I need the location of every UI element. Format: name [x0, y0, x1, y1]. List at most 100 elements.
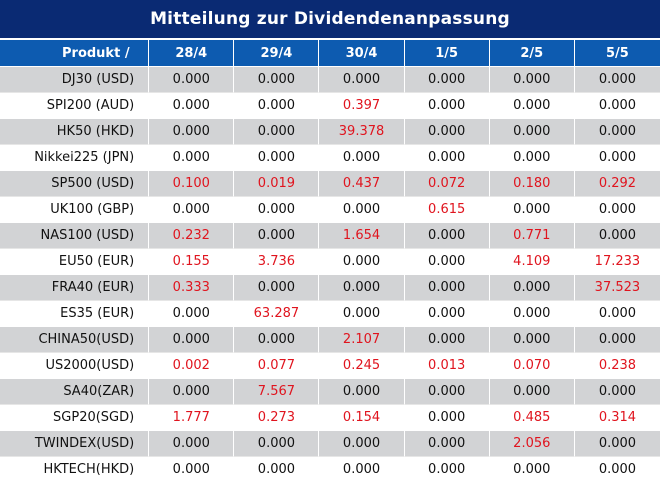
value-cell: 0.000: [404, 326, 490, 352]
value-cell: 0.000: [234, 326, 320, 352]
value-cell: 0.000: [404, 456, 490, 482]
value-cell: 0.000: [149, 66, 235, 92]
value-cell: 0.000: [149, 118, 235, 144]
value-cell: 0.013: [404, 352, 490, 378]
value-cell: 1.654: [319, 222, 405, 248]
value-cell: 0.070: [489, 352, 575, 378]
value-cell: 0.000: [149, 378, 235, 404]
value-cell: 0.000: [404, 118, 490, 144]
value-cell: 0.000: [149, 92, 235, 118]
value-cell: 0.000: [489, 378, 575, 404]
table-row: SA40(ZAR) 0.000 7.567 0.000 0.000 0.000 0.000: [0, 378, 660, 404]
header-row: Produkt / 28/4 29/4 30/4 1/5 2/5 5/5: [0, 40, 660, 66]
table-row: FRA40 (EUR) 0.333 0.000 0.000 0.000 0.000 37.5…: [0, 274, 660, 300]
value-cell: 0.000: [574, 92, 660, 118]
value-cell: 0.437: [319, 170, 405, 196]
product-cell: US2000(USD): [0, 352, 150, 378]
value-cell: 0.000: [404, 144, 490, 170]
value-cell: 0.273: [234, 404, 320, 430]
column-header-product: Produkt /: [0, 40, 150, 66]
value-cell: 0.155: [149, 248, 235, 274]
value-cell: 0.485: [489, 404, 575, 430]
product-cell: SA40(ZAR): [0, 378, 150, 404]
product-cell: CHINA50(USD): [0, 326, 150, 352]
product-cell: UK100 (GBP): [0, 196, 150, 222]
value-cell: 0.000: [234, 430, 320, 456]
value-cell: 0.000: [319, 300, 405, 326]
table-row: Nikkei225 (JPN) 0.000 0.000 0.000 0.000 0.000…: [0, 144, 660, 170]
value-cell: 0.000: [319, 196, 405, 222]
value-cell: 4.109: [489, 248, 575, 274]
value-cell: 0.000: [319, 430, 405, 456]
value-cell: 0.000: [404, 66, 490, 92]
value-cell: 37.523: [574, 274, 660, 300]
product-cell: SGP20(SGD): [0, 404, 150, 430]
value-cell: 0.000: [574, 378, 660, 404]
value-cell: 0.000: [404, 300, 490, 326]
table-row: SP500 (USD) 0.100 0.019 0.437 0.072 0.180 0.29…: [0, 170, 660, 196]
table-row: CHINA50(USD) 0.000 0.000 2.107 0.000 0.000 0.0…: [0, 326, 660, 352]
dividend-table: Produkt / 28/4 29/4 30/4 1/5 2/5 5/5 DJ3…: [0, 40, 660, 482]
table-row: HKTECH(HKD) 0.000 0.000 0.000 0.000 0.000 0.00…: [0, 456, 660, 482]
product-cell: TWINDEX(USD): [0, 430, 150, 456]
value-cell: 3.736: [234, 248, 320, 274]
table-row: NAS100 (USD) 0.232 0.000 1.654 0.000 0.771 0.0…: [0, 222, 660, 248]
value-cell: 0.333: [149, 274, 235, 300]
value-cell: 2.056: [489, 430, 575, 456]
value-cell: 0.000: [489, 274, 575, 300]
value-cell: 0.154: [319, 404, 405, 430]
value-cell: 0.000: [234, 456, 320, 482]
value-cell: 0.000: [319, 144, 405, 170]
value-cell: 0.180: [489, 170, 575, 196]
value-cell: 0.000: [149, 300, 235, 326]
product-cell: ES35 (EUR): [0, 300, 150, 326]
column-header-date: 1/5: [404, 40, 490, 66]
value-cell: 0.238: [574, 352, 660, 378]
value-cell: 0.000: [234, 222, 320, 248]
product-cell: SPI200 (AUD): [0, 92, 150, 118]
column-header-date: 30/4: [319, 40, 405, 66]
product-cell: Nikkei225 (JPN): [0, 144, 150, 170]
value-cell: 0.000: [234, 66, 320, 92]
table-row: US2000(USD) 0.002 0.077 0.245 0.013 0.070 0.23…: [0, 352, 660, 378]
product-cell: DJ30 (USD): [0, 66, 150, 92]
value-cell: 0.000: [489, 118, 575, 144]
table-row: SPI200 (AUD) 0.000 0.000 0.397 0.000 0.000 0.0…: [0, 92, 660, 118]
table-row: ES35 (EUR) 0.000 63.287 0.000 0.000 0.000 0.00…: [0, 300, 660, 326]
table-row: TWINDEX(USD) 0.000 0.000 0.000 0.000 2.056 0.0…: [0, 430, 660, 456]
value-cell: 1.777: [149, 404, 235, 430]
value-cell: 0.000: [234, 274, 320, 300]
column-header-date: 28/4: [149, 40, 235, 66]
value-cell: 0.072: [404, 170, 490, 196]
value-cell: 0.100: [149, 170, 235, 196]
column-header-date: 5/5: [574, 40, 660, 66]
value-cell: 0.232: [149, 222, 235, 248]
value-cell: 0.000: [319, 456, 405, 482]
value-cell: 0.000: [489, 196, 575, 222]
value-cell: 0.000: [574, 66, 660, 92]
column-header-date: 29/4: [234, 40, 320, 66]
value-cell: 0.000: [574, 326, 660, 352]
value-cell: 0.615: [404, 196, 490, 222]
product-cell: SP500 (USD): [0, 170, 150, 196]
value-cell: 0.000: [574, 144, 660, 170]
value-cell: 0.000: [149, 430, 235, 456]
value-cell: 0.000: [574, 118, 660, 144]
value-cell: 0.000: [404, 430, 490, 456]
table-row: EU50 (EUR) 0.155 3.736 0.000 0.000 4.109 17.23…: [0, 248, 660, 274]
value-cell: 0.245: [319, 352, 405, 378]
value-cell: 17.233: [574, 248, 660, 274]
value-cell: 0.000: [319, 378, 405, 404]
value-cell: 0.000: [574, 300, 660, 326]
value-cell: 0.000: [489, 92, 575, 118]
product-cell: NAS100 (USD): [0, 222, 150, 248]
value-cell: 0.019: [234, 170, 320, 196]
value-cell: 63.287: [234, 300, 320, 326]
product-cell: HKTECH(HKD): [0, 456, 150, 482]
value-cell: 0.000: [574, 430, 660, 456]
value-cell: 0.771: [489, 222, 575, 248]
value-cell: 0.000: [234, 118, 320, 144]
table-row: UK100 (GBP) 0.000 0.000 0.000 0.615 0.000 0.00…: [0, 196, 660, 222]
value-cell: 0.077: [234, 352, 320, 378]
value-cell: 0.000: [234, 92, 320, 118]
